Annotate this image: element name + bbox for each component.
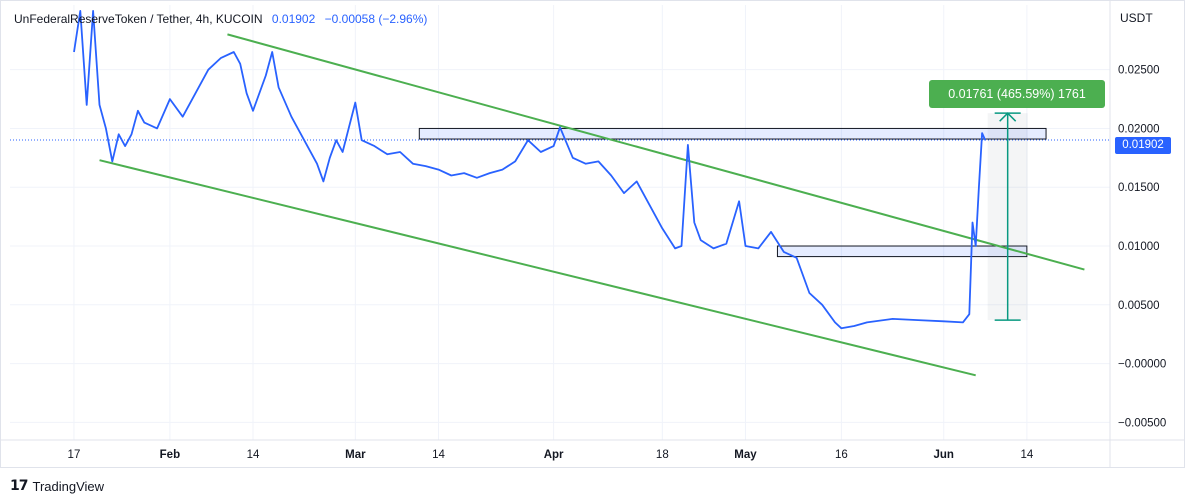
y-tick-label: −0.00500 [1118, 417, 1166, 429]
x-tick-label: 14 [1020, 449, 1033, 461]
last-price: 0.01902 [271, 12, 316, 26]
tradingview-logo-icon: 17 [10, 478, 29, 494]
measure-arrowhead [999, 112, 1017, 122]
measure-tool [994, 112, 1021, 321]
price-line [73, 9, 987, 330]
price-zone [418, 127, 1047, 140]
trendlines [99, 33, 1085, 377]
y-tick-label: 0.00500 [1118, 300, 1160, 312]
y-tick-label: 0.01000 [1118, 241, 1160, 253]
chart-grid [10, 5, 1110, 440]
footer: 17 TradingView [10, 478, 104, 494]
x-tick-label: May [734, 449, 757, 461]
last-price-tag: 0.01902 [1115, 137, 1171, 154]
x-tick-label: Jun [933, 449, 953, 461]
trendline [99, 159, 976, 377]
chart-frame [0, 0, 1185, 468]
x-tick-label: 14 [432, 449, 445, 461]
x-tick-label: Apr [544, 449, 564, 461]
x-tick-label: 16 [835, 449, 848, 461]
axes: 0.02500 0.02000 0.01500 0.01000 0.00500 −0.00… [0, 0, 1185, 468]
y-tick-label: 0.01500 [1118, 182, 1160, 194]
trendline [227, 33, 1085, 271]
x-tick-label: 18 [656, 449, 669, 461]
x-tick-label: Feb [160, 449, 180, 461]
brand-name[interactable]: TradingView [32, 478, 105, 494]
y-tick-label: −0.00000 [1118, 359, 1166, 371]
symbol-title: UnFederalReserveToken / Tether, 4h, KUCO… [14, 12, 263, 26]
y-tick-label: 0.02000 [1118, 123, 1160, 135]
chart-header: UnFederalReserveToken / Tether, 4h, KUCO… [14, 12, 427, 26]
x-tick-label: 14 [247, 449, 260, 461]
measure-label: 0.01761 (465.59%) 1761 [929, 80, 1105, 108]
axis-unit: USDT [1120, 11, 1153, 25]
price-series [73, 9, 987, 330]
price-zones [418, 127, 1047, 258]
x-tick-label: 17 [68, 449, 81, 461]
y-tick-label: 0.02500 [1118, 65, 1160, 77]
x-tick-label: Mar [345, 449, 366, 461]
price-change: −0.00058 (−2.96%) [324, 12, 428, 26]
price-zone [776, 245, 1028, 258]
